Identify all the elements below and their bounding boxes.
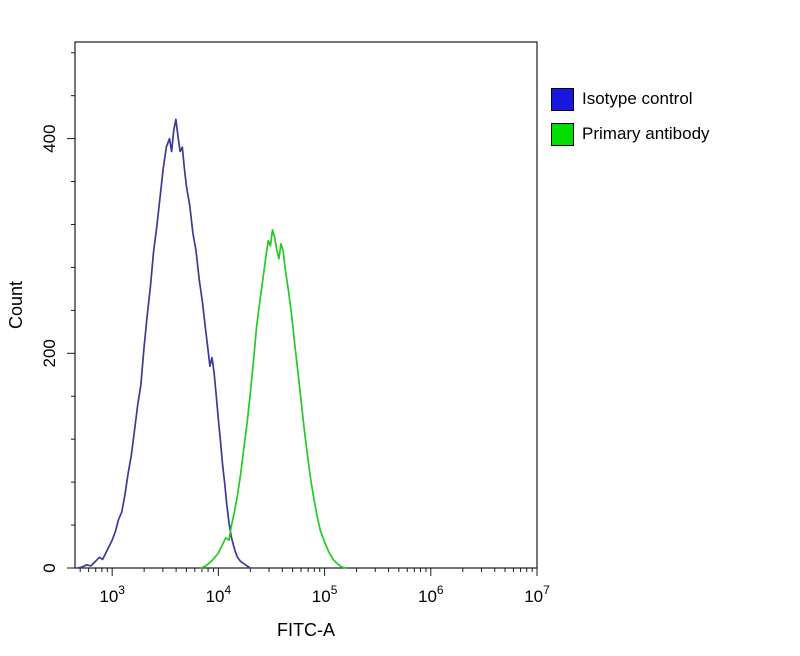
x-axis-label: FITC-A — [277, 620, 335, 640]
plot-area — [74, 41, 538, 569]
axis-ticks: 103 104 105 106 107 0 200 400 — [40, 52, 550, 606]
legend-item: Primary antibody — [551, 122, 710, 146]
curve-primary-antibody — [200, 229, 347, 569]
x-tick-label: 107 — [524, 583, 550, 606]
y-tick-label: 200 — [40, 339, 59, 367]
curve-isotype-control — [77, 118, 252, 569]
legend-item: Isotype control — [551, 87, 710, 111]
legend-swatch-primary-antibody — [551, 122, 574, 146]
y-axis-label: Count — [6, 281, 26, 329]
x-tick-label: 104 — [206, 583, 232, 606]
x-tick-label: 105 — [312, 583, 338, 606]
y-tick-label: 400 — [40, 124, 59, 152]
legend-label: Isotype control — [582, 89, 693, 108]
legend-label: Primary antibody — [582, 124, 710, 143]
x-tick-label: 103 — [99, 583, 125, 606]
legend-swatch-isotype-control — [551, 87, 574, 111]
x-tick-label: 106 — [418, 583, 444, 606]
y-tick-label: 0 — [40, 563, 59, 572]
histogram-curves — [77, 118, 347, 569]
legend: Isotype control Primary antibody — [551, 87, 710, 157]
